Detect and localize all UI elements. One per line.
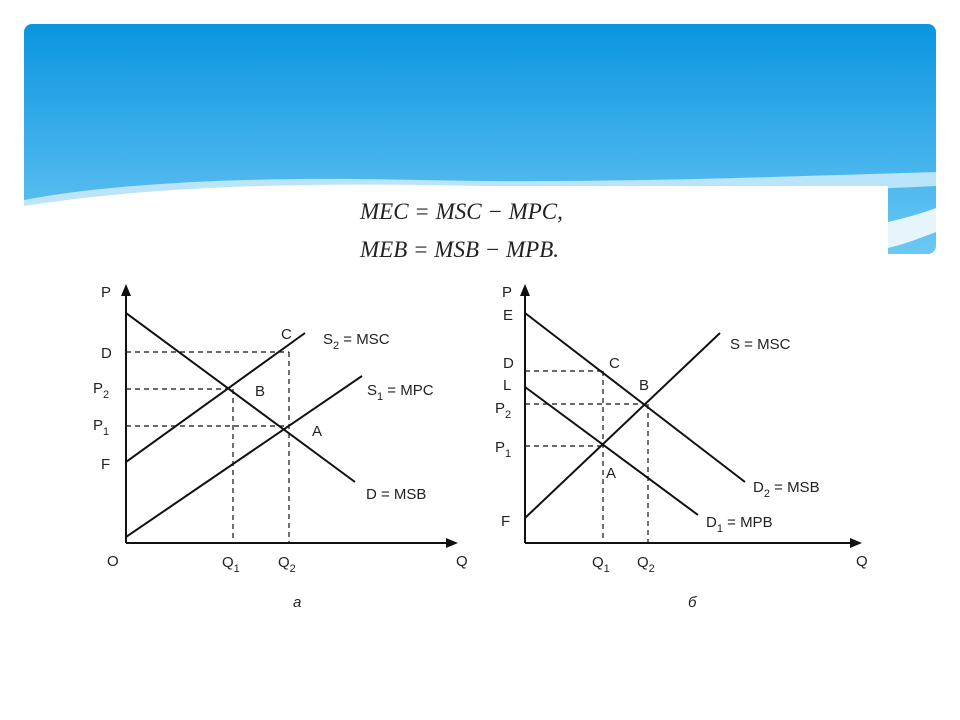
arrow <box>446 538 458 548</box>
axis-label: P <box>502 284 512 301</box>
label-text: = MSC <box>339 331 390 348</box>
label-subscript: 1 <box>234 563 240 575</box>
axis-label: O <box>107 553 119 570</box>
label-text: S = MSC <box>730 336 791 353</box>
label-text: A <box>606 465 616 482</box>
label-text: = MPC <box>383 382 434 399</box>
price-label: F <box>501 513 510 530</box>
label-subscript: 1 <box>103 426 109 438</box>
price-label: P1 <box>495 439 511 460</box>
curve-label: S = MSC <box>730 336 791 353</box>
label-text: Q <box>856 553 868 570</box>
panel-caption: б <box>688 594 697 611</box>
label-text: Q <box>222 554 234 571</box>
price-label: D <box>503 355 514 372</box>
curve <box>524 386 699 516</box>
curve <box>524 332 721 519</box>
point-label: A <box>312 423 322 440</box>
price-label: P1 <box>93 417 109 438</box>
curve <box>125 312 356 483</box>
label-text: Q <box>456 553 468 570</box>
axis-label: P <box>101 284 111 301</box>
label-subscript: 2 <box>764 488 770 500</box>
label-subscript: 2 <box>290 563 296 575</box>
curve-label: D2 = MSB <box>753 479 820 500</box>
arrow <box>121 284 131 296</box>
formula: MEB = MSB − MPB. <box>359 237 559 262</box>
price-label: E <box>503 307 513 324</box>
label-text: A <box>312 423 322 440</box>
label-subscript: 1 <box>505 448 511 460</box>
label-text: B <box>639 377 649 394</box>
price-label: P2 <box>495 400 511 421</box>
label-text: S <box>367 382 377 399</box>
point-label: B <box>639 377 649 394</box>
price-label: F <box>101 456 110 473</box>
content-area <box>24 184 888 720</box>
point-label: C <box>609 355 620 372</box>
price-label: L <box>503 377 511 394</box>
axis-label: Q <box>856 553 868 570</box>
label-text: S <box>323 331 333 348</box>
label-text: F <box>101 456 110 473</box>
label-text: L <box>503 377 511 394</box>
label-text: P <box>495 400 505 417</box>
label-text: D <box>503 355 514 372</box>
label-text: D <box>753 479 764 496</box>
curve-label: S2 = MSC <box>323 331 390 352</box>
quantity-label: Q2 <box>637 554 655 575</box>
label-subscript: 2 <box>333 340 339 352</box>
label-text: P <box>495 439 505 456</box>
label-text: C <box>281 326 292 343</box>
label-text: D = MSB <box>366 486 426 503</box>
label-text: = MPB <box>723 514 773 531</box>
quantity-label: Q1 <box>592 554 610 575</box>
point-label: A <box>606 465 616 482</box>
curve-label: D = MSB <box>366 486 426 503</box>
header-wave <box>888 208 936 248</box>
arrow <box>850 538 862 548</box>
label-text: P <box>93 380 103 397</box>
label-text: D <box>706 514 717 531</box>
label-subscript: 2 <box>505 409 511 421</box>
label-subscript: 1 <box>717 523 723 535</box>
curve <box>125 375 363 538</box>
label-text: C <box>609 355 620 372</box>
quantity-label: Q1 <box>222 554 240 575</box>
curve <box>524 312 746 483</box>
label-text: E <box>503 307 513 324</box>
label-subscript: 2 <box>103 389 109 401</box>
label-text: P <box>502 284 512 301</box>
label-subscript: 1 <box>604 563 610 575</box>
curve-label: S1 = MPC <box>367 382 434 403</box>
price-label: D <box>101 345 112 362</box>
price-label: P2 <box>93 380 109 401</box>
label-text: B <box>255 383 265 400</box>
curve-label: D1 = MPB <box>706 514 773 535</box>
point-label: C <box>281 326 292 343</box>
label-text: O <box>107 553 119 570</box>
arrow <box>520 284 530 296</box>
label-subscript: 1 <box>377 391 383 403</box>
point-label: B <box>255 383 265 400</box>
curve <box>125 332 306 463</box>
axis-label: Q <box>456 553 468 570</box>
label-text: F <box>501 513 510 530</box>
label-text: = MSB <box>770 479 820 496</box>
label-text: D <box>101 345 112 362</box>
label-text: P <box>101 284 111 301</box>
formula: MEC = MSC − MPC, <box>359 199 563 224</box>
label-subscript: 2 <box>649 563 655 575</box>
label-text: Q <box>278 554 290 571</box>
label-text: Q <box>592 554 604 571</box>
label-text: P <box>93 417 103 434</box>
label-text: Q <box>637 554 649 571</box>
panel-caption: а <box>293 594 301 611</box>
quantity-label: Q2 <box>278 554 296 575</box>
